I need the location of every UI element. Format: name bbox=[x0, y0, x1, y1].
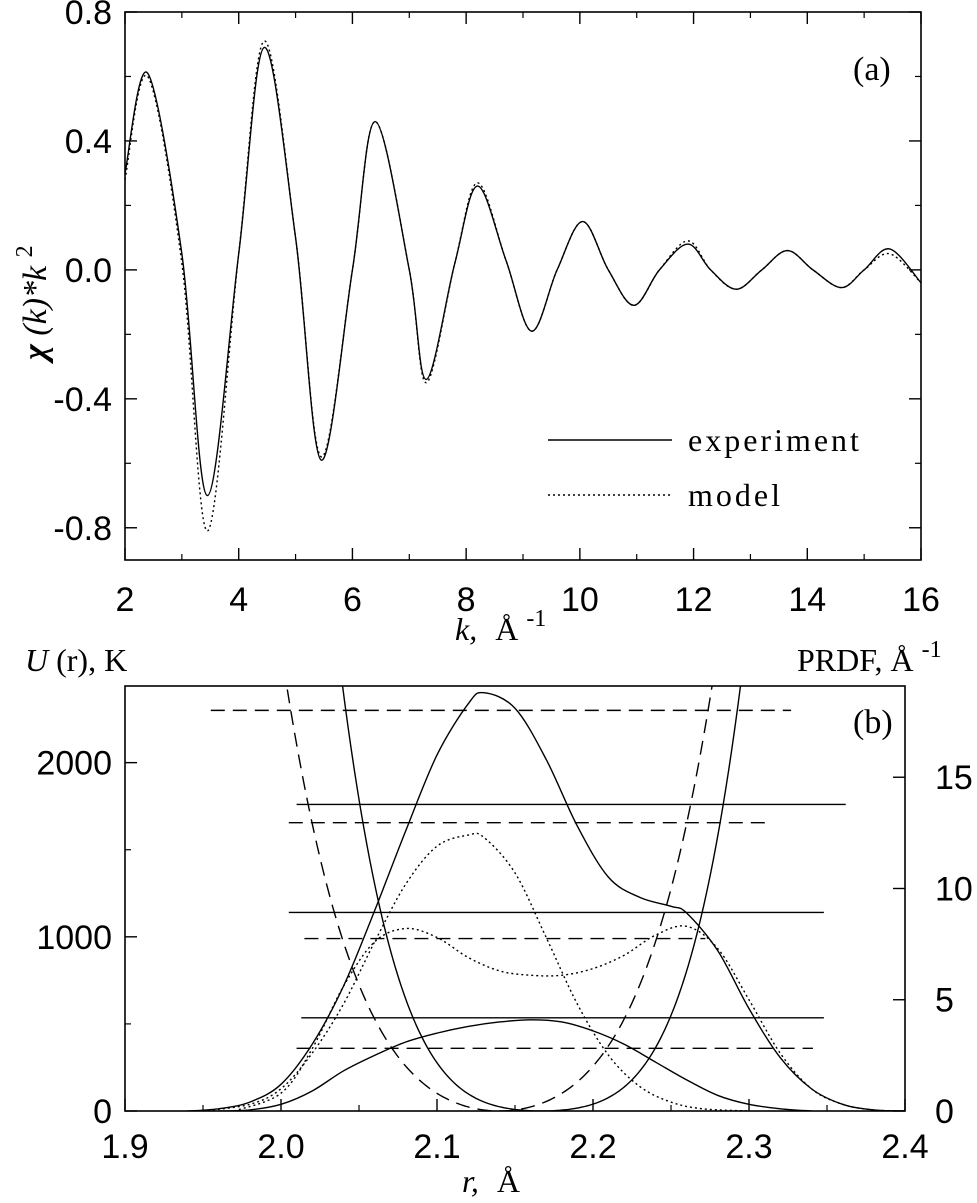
potential-curve-solid bbox=[341, 686, 742, 1111]
panel-b-left-y-tick-label: 2000 bbox=[36, 745, 112, 783]
panel-b-left-y-tick-label: 1000 bbox=[36, 919, 112, 957]
potential-curve-dashed bbox=[286, 686, 713, 1111]
panel-b-left-y-axis-var: U bbox=[25, 642, 50, 678]
panel-a-x-tick-label: 16 bbox=[902, 581, 940, 619]
panel-a-x-tick-label: 6 bbox=[343, 581, 362, 619]
legend-model-label: model bbox=[688, 477, 783, 513]
panel-a-y-tick-label: 0.4 bbox=[65, 123, 112, 161]
series-model-line bbox=[124, 40, 922, 532]
panel-b-right-y-axis-label: PRDF, Å -1 bbox=[797, 637, 942, 678]
prdf-curve-dotted bbox=[233, 925, 905, 1111]
panel-a-y-tick-label: 0.8 bbox=[65, 0, 112, 32]
panel-b-x-axis-label: r, Å bbox=[462, 1163, 520, 1199]
prdf-curve-solid bbox=[218, 1019, 812, 1111]
panel-a-x-tick-label: 4 bbox=[229, 581, 248, 619]
panel-a-y-tick-label: -0.4 bbox=[53, 381, 112, 419]
panel-b-x-tick-label: 1.9 bbox=[101, 1128, 148, 1166]
panel-b-right-y-tick-label: 15 bbox=[935, 759, 973, 797]
legend-experiment-label: experiment bbox=[688, 422, 862, 458]
panel-b-chart: 1.9 2.0 2.1 2.2 2.3 2.4 2000 1000 0 15 10 5 0 (b) U … bbox=[25, 637, 973, 1199]
panel-a-y-axis-label: χ (k)*k 2 bbox=[12, 245, 54, 364]
panel-b-x-tick-label: 2.0 bbox=[257, 1128, 304, 1166]
panel-b-plot-frame bbox=[124, 685, 906, 1112]
panel-b-right-y-axis-main: PRDF, Å bbox=[797, 642, 914, 678]
series-experiment-line bbox=[124, 46, 922, 497]
panel-b-curves bbox=[187, 686, 905, 1111]
panel-a-y-axis-exp: 2 bbox=[12, 245, 38, 257]
prdf-curve-solid bbox=[187, 691, 905, 1111]
panel-a-curves bbox=[124, 40, 922, 532]
panel-a-x-tick-label: 8 bbox=[457, 581, 476, 619]
panel-a-x-axis-label: k, Å -1 bbox=[455, 606, 546, 647]
panel-a-x-tick-label: 2 bbox=[116, 581, 135, 619]
panel-b-x-axis-var: r, bbox=[462, 1163, 479, 1199]
panel-b-right-y-tick-label: 10 bbox=[935, 870, 973, 908]
panel-b-right-y-tick-label: 5 bbox=[935, 982, 954, 1020]
panel-a-tick-labels: 2 4 6 8 10 12 14 16 0.8 0.4 0.0 -0.4 -0.8 bbox=[53, 0, 940, 619]
panel-b-right-y-tick-label: 0 bbox=[935, 1093, 954, 1131]
panel-a-label: (a) bbox=[853, 51, 891, 88]
prdf-curve-dotted bbox=[202, 832, 750, 1111]
panel-a-ticks bbox=[124, 11, 922, 560]
panel-a-chart: 2 4 6 8 10 12 14 16 0.8 0.4 0.0 -0.4 -0.8 (a) experi… bbox=[12, 0, 940, 647]
panel-b-x-tick-label: 2.1 bbox=[413, 1128, 460, 1166]
panel-a-y-axis-chi: χ bbox=[17, 343, 54, 364]
panel-a-x-axis-var: k, bbox=[455, 611, 477, 647]
panel-b-left-y-tick-label: 0 bbox=[93, 1093, 112, 1131]
panel-b-x-tick-label: 2.3 bbox=[725, 1128, 772, 1166]
panel-a-y-axis-rest: (k)*k bbox=[17, 265, 54, 336]
panel-a-y-tick-label: 0.0 bbox=[65, 252, 112, 290]
panel-a-y-tick-label: -0.8 bbox=[53, 510, 112, 548]
panel-a-x-tick-label: 12 bbox=[675, 581, 713, 619]
panel-a-x-axis-exp: -1 bbox=[526, 606, 546, 632]
panel-b-x-tick-label: 2.2 bbox=[569, 1128, 616, 1166]
panel-b-left-y-axis-rest: (r), K bbox=[56, 642, 127, 678]
panel-b-right-y-axis-exp: -1 bbox=[922, 637, 942, 663]
panel-a-x-tick-label: 10 bbox=[561, 581, 599, 619]
panel-a-plot-frame bbox=[124, 11, 922, 561]
panel-b-tick-labels: 1.9 2.0 2.1 2.2 2.3 2.4 2000 1000 0 15 10 5 0 bbox=[36, 745, 972, 1166]
panel-b-label: (b) bbox=[853, 704, 893, 741]
legend: experiment model bbox=[548, 422, 862, 513]
panel-b-x-axis-unit: Å bbox=[497, 1163, 520, 1199]
panel-b-left-y-axis-label: U (r), K bbox=[25, 642, 127, 678]
panel-b-x-tick-label: 2.4 bbox=[881, 1128, 928, 1166]
panel-b-ticks bbox=[124, 761, 906, 1112]
panel-a-x-axis-unit: Å bbox=[495, 611, 518, 647]
panel-a-x-tick-label: 14 bbox=[788, 581, 826, 619]
